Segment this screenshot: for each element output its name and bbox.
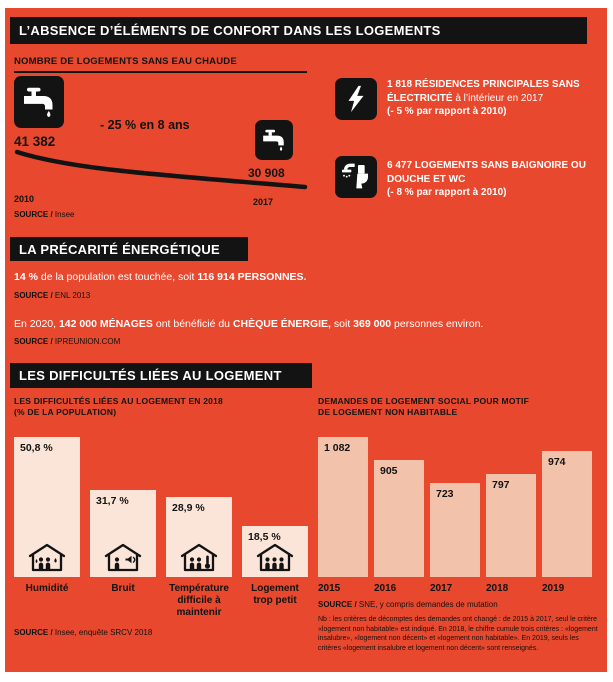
bar-2016: 905 — [374, 459, 424, 577]
year-end-label: 2017 — [253, 197, 274, 207]
cheque-text-2: ont bénéficié du — [155, 318, 231, 330]
source-text: ENL 2013 — [54, 291, 91, 300]
category-humidite: Humidité — [25, 583, 69, 594]
source-label: SOURCE / — [318, 600, 357, 609]
bar-value-label: 905 — [380, 464, 398, 477]
section-title-precarite: LA PRÉCARITÉ ÉNERGÉTIQUE — [10, 237, 248, 261]
year-2019: 2019 — [542, 583, 565, 594]
demandes-footnote: Nb : les critères de décomptes des deman… — [318, 616, 598, 652]
source-label: SOURCE / — [14, 628, 53, 637]
bathroom-fact-note: (- 8 % par rapport à 2010) — [387, 187, 507, 198]
faucet-glyph — [24, 87, 53, 117]
source-label: SOURCE / — [14, 210, 53, 219]
demandes-years: 2015 2016 2017 2018 2019 — [318, 583, 592, 594]
demandes-title-line-2: DE LOGEMENT NON HABITABLE — [318, 407, 458, 417]
bar-value-label: 797 — [492, 478, 510, 491]
precarite-source-2: SOURCE / IPREUNION.COM — [14, 337, 120, 346]
bar-value-label: 31,7 % — [96, 494, 129, 507]
divider-rule — [14, 71, 307, 73]
source-text: Insee — [54, 210, 75, 219]
bar-value-label: 18,5 % — [248, 531, 281, 544]
trend-line — [14, 149, 308, 190]
bar-value-label: 28,9 % — [172, 502, 205, 515]
cheque-energie: CHÈQUE ÉNERGIE, — [232, 318, 331, 330]
bathroom-fact-bold: 6 477 LOGEMENTS SANS BAIGNOIRE OU DOUCHE… — [387, 160, 586, 185]
precarite-percent: 14 % — [14, 271, 38, 283]
hot-water-source: SOURCE / Insee — [14, 210, 74, 219]
difficulties-source: SOURCE / Insee, enquête SRCV 2018 — [14, 628, 152, 637]
electricity-fact-bold: 1 818 RÉSIDENCES PRINCIPALES SANS ÉLECTR… — [387, 79, 580, 104]
bar-value-label: 723 — [436, 488, 454, 501]
hot-water-end-value: 30 908 — [248, 166, 285, 180]
bathroom-fact: 6 477 LOGEMENTS SANS BAIGNOIRE OU DOUCHE… — [387, 159, 600, 200]
year-2017: 2017 — [430, 583, 453, 594]
demandes-bar-chart: 1 082 905 723 797 974 — [318, 437, 592, 577]
bar-trop-petit: 18,5 % — [242, 526, 308, 577]
year-2018: 2018 — [486, 583, 509, 594]
source-label: SOURCE / — [14, 291, 53, 300]
hot-water-chart-title: NOMBRE DE LOGEMENTS SANS EAU CHAUDE — [14, 56, 237, 67]
demandes-source: SOURCE / SNE, y compris demandes de muta… — [318, 600, 498, 609]
difficulties-subtitle-line: (% DE LA POPULATION) — [14, 407, 117, 417]
electricity-fact-note: (- 5 % par rapport à 2010) — [387, 106, 507, 117]
bar-bruit: 31,7 % — [90, 489, 156, 577]
electricity-fact: 1 818 RÉSIDENCES PRINCIPALES SANS ÉLECTR… — [387, 78, 600, 119]
no-electricity-icon — [335, 78, 377, 120]
bar-2019: 974 — [542, 450, 592, 577]
faucet-icon — [14, 76, 64, 128]
cheque-text-3: soit — [333, 318, 351, 330]
category-temperature: Température difficile à maintenir — [169, 583, 229, 618]
hot-water-start-value: 41 382 — [14, 134, 56, 149]
source-text: IPREUNION.COM — [54, 337, 121, 346]
difficulties-categories: Humidité Bruit Température difficile à m… — [14, 583, 308, 619]
cheque-persons: 369 000 — [353, 318, 392, 330]
bar-humidite: 50,8 % — [14, 437, 80, 577]
source-text: Insee, enquête SRCV 2018 — [54, 628, 153, 637]
year-2015: 2015 — [318, 583, 341, 594]
cheque-menages: 142 000 MÉNAGES — [58, 318, 153, 330]
infographic-panel: L’ABSENCE D’ÉLÉMENTS DE CONFORT DANS LES… — [5, 8, 607, 672]
section-title-confort: L’ABSENCE D’ÉLÉMENTS DE CONFORT DANS LES… — [10, 17, 587, 44]
cheque-text-4: personnes environ. — [394, 318, 484, 330]
cheque-energie-line: En 2020, 142 000 MÉNAGES ont bénéficié d… — [14, 318, 483, 330]
section-title-difficultes: LES DIFFICULTÉS LIÉES AU LOGEMENT — [10, 363, 312, 388]
year-2016: 2016 — [374, 583, 397, 594]
bar-2018: 797 — [486, 473, 536, 577]
house-small-housing-icon — [256, 543, 294, 572]
source-label: SOURCE / — [14, 337, 53, 346]
difficulties-bar-chart: 50,8 % 31,7 % 28,9 % — [14, 437, 308, 577]
house-noise-icon — [104, 543, 142, 572]
demandes-title-line-1: DEMANDES DE LOGEMENT SOCIAL POUR MOTIF — [318, 396, 529, 406]
year-start-label: 2010 — [14, 194, 35, 204]
bar-2015: 1 082 — [318, 437, 368, 577]
demandes-chart-title: DEMANDES DE LOGEMENT SOCIAL POUR MOTIF D… — [318, 396, 529, 418]
house-temperature-icon — [180, 543, 218, 572]
precarite-persons: 116 914 PERSONNES. — [197, 271, 307, 283]
bar-value-label: 974 — [548, 455, 566, 468]
difficulties-title-line: LES DIFFICULTÉS LIÉES AU LOGEMENT EN 201… — [14, 396, 223, 406]
bar-2017: 723 — [430, 483, 480, 577]
bar-value-label: 1 082 — [324, 442, 351, 454]
hot-water-change-annotation: - 25 % en 8 ans — [100, 118, 190, 132]
faucet-small-icon — [255, 120, 293, 160]
toilet-shower-icon — [335, 156, 377, 198]
category-trop-petit: Logement trop petit — [251, 583, 299, 606]
bar-temperature: 28,9 % — [166, 497, 232, 577]
bar-value-label: 50,8 % — [20, 442, 53, 454]
electricity-fact-regular: à l’intérieur en 2017 — [455, 92, 544, 104]
house-humidity-icon — [28, 543, 66, 572]
lightning-glyph — [348, 85, 364, 113]
source-text: SNE, y compris demandes de mutation — [358, 600, 498, 609]
toilet-shower-glyph — [342, 163, 368, 189]
category-bruit: Bruit — [111, 583, 135, 594]
precarite-text: de la population est touchée, soit — [40, 271, 195, 283]
difficulties-chart-title: LES DIFFICULTÉS LIÉES AU LOGEMENT EN 201… — [14, 396, 223, 418]
precarite-source-1: SOURCE / ENL 2013 — [14, 291, 90, 300]
precarite-stat-line: 14 % de la population est touchée, soit … — [14, 271, 306, 283]
cheque-text-1: En 2020, — [14, 318, 57, 330]
faucet-small-glyph — [263, 129, 284, 151]
